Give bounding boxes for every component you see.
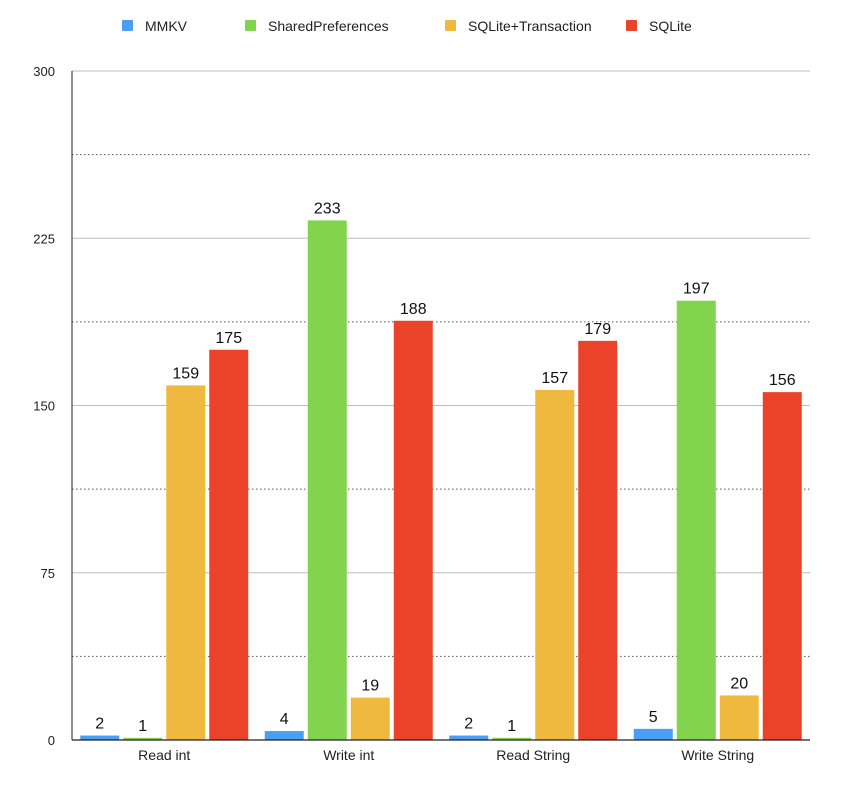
bar-sharedpreferences-write-string: [676, 300, 716, 740]
bar-sqlite-transaction-read-int: [166, 385, 206, 740]
bars: [80, 220, 802, 740]
bar-value-label: 2: [95, 716, 104, 733]
bar-value-label: 1: [507, 718, 516, 735]
legend-label: SQLite: [649, 18, 692, 34]
bar-value-label: 188: [400, 301, 427, 318]
bar-sqlite-write-string: [762, 392, 802, 740]
bar-sharedpreferences-read-int: [123, 737, 163, 740]
x-category-label: Write int: [323, 747, 374, 763]
y-axis: 0 75 150 225 300: [33, 64, 73, 748]
bar-sqlite-transaction-read-string: [535, 389, 575, 740]
bar-value-label: 19: [361, 678, 379, 695]
x-category-label: Write String: [681, 747, 754, 763]
bar-mmkv-read-int: [80, 735, 120, 740]
bar-mmkv-write-int: [264, 731, 304, 740]
value-labels: 2 1 159 175 4 233 19 188 2 1 157 179 5 197 20 156: [95, 200, 795, 734]
y-tick-label: 150: [33, 399, 55, 414]
legend-swatch: [626, 20, 637, 31]
y-tick-label: 75: [41, 566, 55, 581]
bar-sharedpreferences-write-int: [307, 220, 347, 740]
legend-label: SharedPreferences: [268, 18, 389, 34]
x-category-label: Read String: [496, 747, 570, 763]
bar-value-label: 156: [769, 372, 796, 389]
y-tick-label: 0: [48, 733, 55, 748]
bar-value-label: 4: [280, 711, 289, 728]
bar-value-label: 20: [730, 675, 748, 692]
bar-mmkv-write-string: [633, 728, 673, 740]
bar-sharedpreferences-read-string: [492, 737, 532, 740]
bar-value-label: 1: [138, 718, 147, 735]
bar-value-label: 157: [541, 370, 568, 387]
bar-value-label: 159: [172, 365, 199, 382]
bar-value-label: 179: [584, 321, 611, 338]
x-category-label: Read int: [138, 747, 190, 763]
x-axis: Read int Write int Read String Write String: [72, 739, 810, 763]
bar-value-label: 175: [215, 330, 242, 347]
legend-label: MMKV: [145, 18, 188, 34]
bar-sqlite-write-int: [393, 320, 433, 740]
legend-label: SQLite+Transaction: [468, 18, 592, 34]
bar-value-label: 197: [683, 281, 710, 298]
legend: MMKV SharedPreferences SQLite+Transaction S…: [122, 18, 692, 34]
bar-sqlite-transaction-write-string: [719, 695, 759, 740]
legend-swatch: [445, 20, 456, 31]
bar-sqlite-transaction-write-int: [350, 697, 390, 740]
bar-value-label: 2: [464, 716, 473, 733]
bar-value-label: 233: [314, 200, 341, 217]
legend-swatch: [122, 20, 133, 31]
y-tick-label: 300: [33, 64, 55, 79]
y-tick-label: 225: [33, 231, 55, 246]
bar-mmkv-read-string: [449, 735, 489, 740]
legend-swatch: [245, 20, 256, 31]
bar-value-label: 5: [649, 709, 658, 726]
bar-sqlite-read-int: [209, 349, 249, 740]
bar-sqlite-read-string: [578, 340, 618, 740]
